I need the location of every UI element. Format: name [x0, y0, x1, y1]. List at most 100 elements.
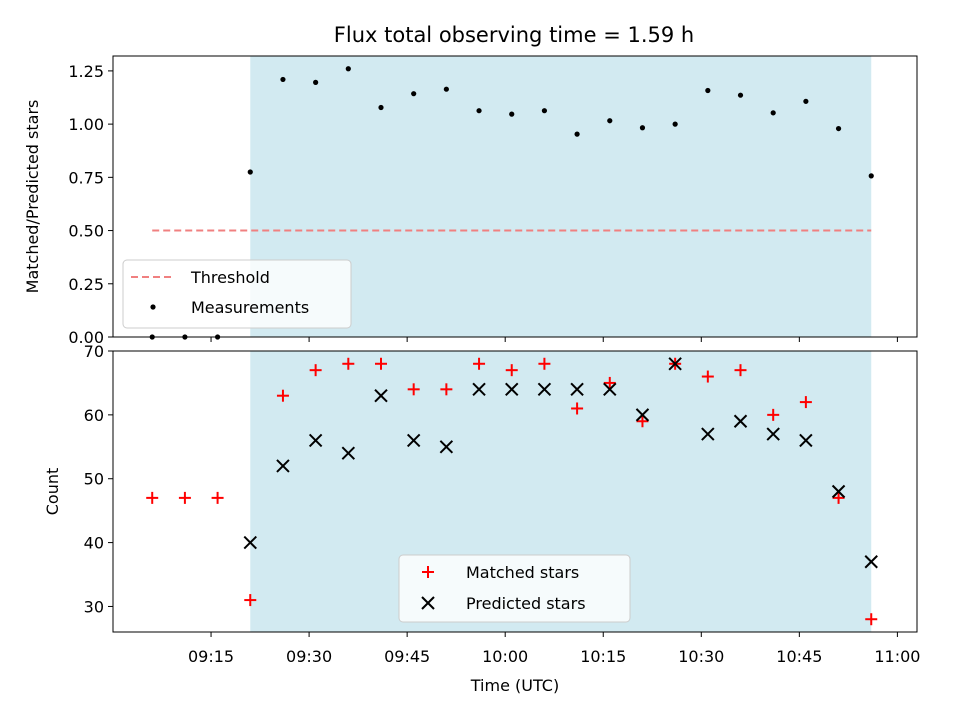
matched-star-marker: [276, 389, 289, 402]
predicted-star-marker: [668, 357, 682, 371]
measurement-point: [313, 79, 319, 85]
bottom-x-tick-label: 10:00: [482, 647, 528, 666]
predicted-star-marker: [831, 484, 846, 499]
measurement-point: [639, 125, 646, 131]
top-axes-frame: [112, 55, 918, 338]
bottom-y-tick-label: 40: [84, 534, 104, 553]
matched-star-marker: [375, 357, 387, 370]
predicted-star-marker: [243, 535, 257, 550]
predicted-star-marker: [308, 433, 323, 448]
top-y-ticks: 0.00 0.25 0.50 0.75 1.00 1.25: [68, 62, 113, 347]
bottom-x-tick-label: 10:45: [776, 647, 822, 666]
matched-star-marker: [211, 491, 224, 504]
predicted-legend-label: Predicted stars: [466, 594, 586, 613]
matched-star-marker: [603, 376, 616, 389]
top-y-tick-label: 1.00: [68, 115, 104, 134]
x-axis-label: Time (UTC): [470, 676, 559, 695]
ratio-panel: 0.00 0.25 0.50 0.75 1.00 1.25 Matched/Predict…: [23, 55, 918, 347]
matched-star-marker: [701, 370, 714, 383]
bottom-x-ticks: 09:15 09:30 09:45 10:00 10:15 10:30 10:45 11:00: [188, 632, 920, 666]
predicted-star-marker: [537, 382, 552, 397]
bottom-x-tick-label: 09:15: [188, 647, 234, 666]
matched-star-marker: [832, 491, 845, 504]
predicted-star-marker: [733, 414, 748, 428]
measurement-point: [574, 131, 580, 137]
matched-star-marker: [407, 383, 420, 396]
predicted-star-marker: [341, 446, 356, 460]
top-y-tick-label: 0.50: [68, 222, 104, 241]
predicted-star-marker: [406, 433, 421, 448]
predicted-star-marker: [276, 459, 290, 473]
count-panel: 30 40 50 60 70 09:15 09:30 09:45 10:00 10:15 10:3…: [43, 342, 920, 695]
top-y-tick-label: 0.25: [68, 275, 104, 294]
top-y-axis-label: Matched/Predicted stars: [23, 100, 42, 294]
matched-star-marker: [473, 357, 486, 370]
top-y-tick-label: 0.00: [68, 328, 104, 347]
top-legend: Threshold Measurements: [122, 259, 352, 329]
measurement-point: [509, 111, 515, 117]
top-x-ticks: [210, 337, 898, 342]
top-y-tick-label: 1.25: [68, 62, 104, 81]
predicted-star-marker: [864, 555, 878, 569]
measurement-point: [607, 118, 613, 124]
predicted-star-marker: [799, 433, 813, 448]
bottom-x-tick-label: 09:45: [384, 647, 430, 666]
bottom-y-tick-label: 30: [84, 597, 104, 616]
predicted-star-marker: [701, 427, 715, 441]
matched-star-marker: [244, 594, 257, 607]
predicted-star-marker: [570, 382, 584, 397]
bottom-x-tick-label: 09:30: [286, 647, 332, 666]
measurement-point: [770, 110, 776, 116]
measurement-point: [247, 169, 253, 175]
matched-legend-label: Matched stars: [466, 563, 579, 582]
matched-star-marker: [571, 402, 584, 415]
predicted-star-marker: [374, 388, 388, 403]
predicted-star-marker: [766, 427, 780, 441]
measurement-points: [149, 66, 874, 340]
predicted-legend-marker: [421, 596, 435, 610]
measurement-point: [345, 66, 351, 72]
bottom-legend-box: [398, 554, 631, 623]
matched-star-marker: [505, 364, 518, 377]
matched-star-marker: [440, 383, 453, 396]
measurement-point: [868, 173, 874, 179]
bottom-y-tick-label: 60: [84, 406, 104, 425]
matched-star-marker: [767, 408, 780, 421]
bottom-y-axis-label: Count: [43, 468, 62, 516]
observing-window-shade-top: [250, 56, 872, 337]
measurement-point: [672, 121, 678, 127]
measurement-legend-marker: [150, 304, 156, 310]
bottom-y-tick-label: 50: [84, 470, 104, 489]
figure-title: Flux total observing time = 1.59 h: [334, 23, 694, 47]
bottom-x-tick-label: 10:30: [678, 647, 724, 666]
top-legend-box: [122, 259, 352, 329]
measurement-legend-label: Measurements: [191, 298, 309, 317]
matched-star-marker: [865, 613, 878, 626]
measurement-point: [541, 108, 548, 114]
matched-star-marker: [538, 357, 551, 370]
matched-star-marker: [342, 357, 355, 370]
matched-legend-marker: [422, 566, 434, 578]
measurement-point: [705, 87, 711, 94]
matched-star-marker: [178, 491, 191, 504]
predicted-star-marker: [472, 382, 486, 397]
measurement-point: [737, 92, 744, 98]
matched-star-marker: [636, 415, 649, 428]
predicted-star-marker: [505, 382, 519, 397]
predicted-star-marker: [635, 408, 650, 422]
measurement-point: [411, 91, 417, 97]
predicted-star-marker: [603, 382, 617, 397]
bottom-y-ticks: 30 40 50 60 70: [84, 342, 113, 616]
bottom-axes-frame: [112, 350, 918, 633]
matched-star-markers: [146, 357, 878, 626]
top-y-tick-label: 0.75: [68, 168, 104, 187]
measurement-point: [835, 125, 842, 132]
predicted-star-marker: [439, 440, 454, 454]
measurement-point: [803, 98, 809, 104]
matched-star-marker: [309, 364, 322, 377]
measurement-point: [280, 76, 286, 83]
measurement-point: [378, 104, 384, 111]
bottom-x-tick-label: 11:00: [874, 647, 920, 666]
measurement-point: [476, 108, 482, 114]
